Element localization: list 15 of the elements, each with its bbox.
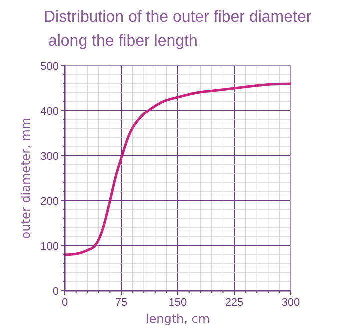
y-axis-title: outer diameter, mm — [19, 118, 33, 240]
y-tick-label: 300 — [40, 151, 59, 163]
x-axis-title: length, cm — [146, 312, 210, 326]
x-tick-label: 225 — [225, 297, 244, 309]
y-tick-label: 100 — [40, 241, 59, 253]
y-tick-label: 500 — [40, 61, 59, 73]
x-tick-label: 0 — [62, 297, 68, 309]
x-tick-label: 300 — [282, 297, 300, 309]
y-tick-label: 400 — [40, 106, 59, 118]
line-series — [64, 82, 292, 256]
x-tick-label: 75 — [115, 297, 128, 309]
x-tick-label: 150 — [168, 297, 188, 309]
chart-title: Distribution of the outer fiber diameter along the fiber length — [44, 9, 312, 50]
y-tick-label: 200 — [40, 196, 59, 208]
y-tick-label: 0 — [52, 286, 59, 298]
